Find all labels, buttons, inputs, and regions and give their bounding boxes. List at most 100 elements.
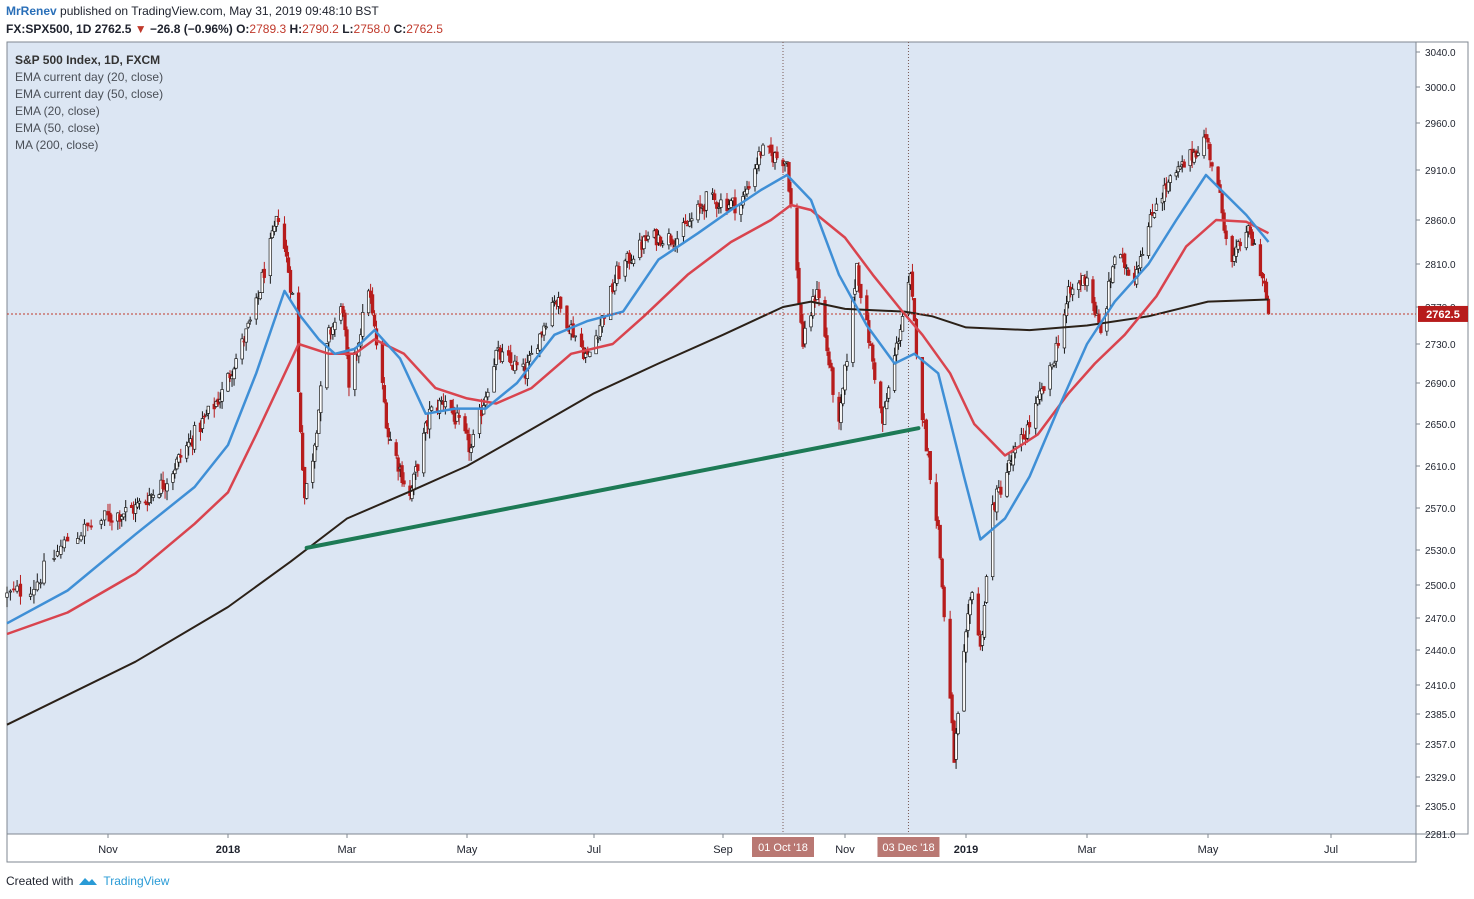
candle-body: [494, 350, 498, 365]
last-price-text: 2762.5: [1426, 309, 1460, 321]
y-tick-label: 2570.0: [1425, 504, 1456, 515]
candle-body: [246, 322, 250, 328]
time-axis[interactable]: [6, 833, 1417, 863]
tradingview-link[interactable]: TradingView: [103, 874, 170, 888]
candle-body: [715, 202, 719, 209]
candle-body: [76, 538, 80, 544]
candle-body: [789, 188, 793, 207]
candle-body: [410, 487, 414, 499]
candle-body: [1062, 314, 1067, 349]
open-label: O:: [236, 22, 250, 36]
candle-body: [55, 551, 60, 557]
candle-body: [883, 406, 887, 425]
candle-body: [296, 292, 301, 392]
candle-body: [353, 352, 357, 390]
candle-body: [698, 203, 702, 207]
y-tick-label: 2470.0: [1425, 614, 1456, 625]
candle-body: [272, 225, 277, 232]
candle-body: [202, 415, 207, 418]
price-axis[interactable]: [1415, 41, 1469, 835]
legend-indicator-item[interactable]: MA (200, close): [15, 138, 98, 152]
x-tick-label: Jul: [587, 844, 601, 856]
candle-body: [439, 400, 444, 402]
candle-body: [896, 341, 901, 344]
candle-body: [527, 355, 532, 362]
candle-body: [451, 406, 455, 415]
candle-body: [938, 524, 942, 559]
candle-body: [696, 204, 700, 221]
candle-body: [928, 451, 932, 480]
legend-indicator-item[interactable]: EMA (20, close): [15, 104, 100, 118]
x-tick-label: 2019: [954, 844, 978, 856]
candle-body: [598, 324, 602, 337]
support-trendline[interactable]: [304, 426, 921, 550]
candle-body: [976, 593, 980, 636]
candle-body: [260, 271, 264, 293]
candle-body: [313, 444, 317, 462]
candle-body: [747, 186, 751, 189]
candle-body: [565, 305, 569, 329]
candle-body: [584, 353, 588, 358]
candle-body: [234, 358, 238, 369]
candle-body: [717, 206, 721, 209]
candle-body: [1021, 434, 1026, 440]
candle-body: [1178, 166, 1182, 170]
candle-body: [1125, 267, 1129, 269]
ema20-line: [6, 173, 1270, 625]
author-link[interactable]: MrRenev: [6, 4, 57, 18]
candle-body: [1042, 386, 1046, 391]
candle-body: [248, 319, 252, 322]
candle-body: [538, 333, 542, 351]
candle-body: [8, 590, 13, 593]
candle-body: [380, 342, 385, 383]
candle-body: [161, 479, 165, 490]
candle-body: [579, 333, 584, 347]
candle-body: [729, 200, 733, 208]
candle-body: [374, 328, 379, 346]
candle-body: [298, 392, 303, 433]
candle-body: [469, 447, 473, 453]
candle-body: [5, 592, 9, 598]
candle-body: [429, 406, 434, 411]
candle-body: [831, 367, 835, 395]
marker-date-label: 03 Dec '18: [882, 842, 934, 854]
legend-indicator-item[interactable]: EMA (50, close): [15, 121, 100, 135]
candle-body: [1097, 314, 1101, 323]
candle-body: [1040, 388, 1044, 395]
candle-body: [122, 513, 126, 518]
candle-body: [1105, 308, 1109, 332]
candle-body: [940, 558, 944, 588]
candle-body: [542, 325, 546, 336]
candle-body: [171, 473, 175, 483]
marker-date-badge: [877, 837, 940, 857]
candle-body: [290, 292, 295, 295]
legend-indicator-item[interactable]: EMA current day (20, close): [15, 70, 163, 84]
candle-body: [1146, 226, 1151, 257]
candle-body: [1052, 362, 1056, 366]
candle-body: [288, 269, 293, 293]
candle-body: [1260, 272, 1265, 279]
x-tick-label: 2018: [216, 844, 240, 856]
candle-body: [412, 473, 416, 491]
x-tick-label: Mar: [1078, 844, 1097, 856]
candle-body: [617, 266, 621, 280]
candle-body: [924, 419, 928, 452]
candle-body: [124, 507, 128, 513]
candle-body: [627, 252, 632, 264]
legend-indicator-item[interactable]: EMA current day (50, close): [15, 87, 163, 101]
y-tick-label: 2385.0: [1425, 710, 1456, 721]
candle-body: [226, 373, 230, 392]
candle-body: [443, 401, 448, 408]
publish-info: MrRenev published on TradingView.com, Ma…: [6, 4, 379, 18]
candle-body: [1234, 246, 1238, 257]
plot-area[interactable]: [6, 41, 1417, 835]
candle-body: [254, 297, 258, 320]
candle-body: [1050, 364, 1054, 368]
publish-text: published on TradingView.com, May 31, 20…: [60, 4, 379, 18]
candle-body: [1216, 166, 1220, 187]
candle-body: [402, 480, 406, 485]
candle-body: [845, 361, 849, 367]
candle-body: [1085, 277, 1089, 287]
candle-body: [424, 422, 428, 433]
